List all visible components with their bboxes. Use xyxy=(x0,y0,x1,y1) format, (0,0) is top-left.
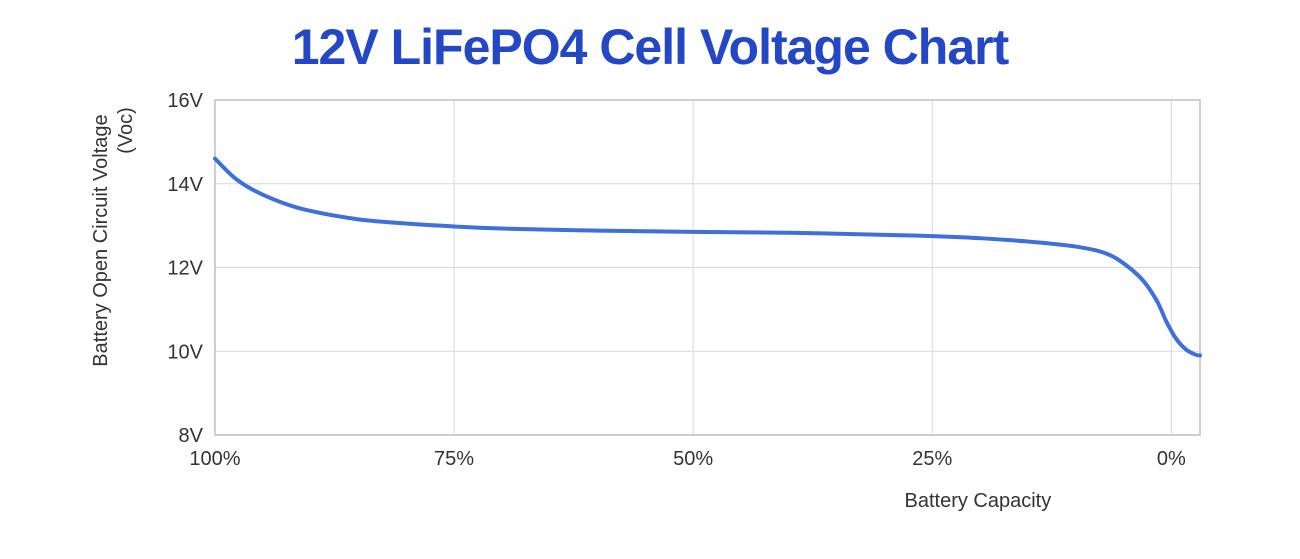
y-tick-label: 12V xyxy=(167,258,203,280)
x-axis-label: Battery Capacity xyxy=(905,490,1052,513)
x-tick-label: 75% xyxy=(434,448,474,470)
x-tick-label: 0% xyxy=(1157,448,1186,470)
y-tick-label: 8V xyxy=(179,425,204,447)
page: 12V LiFePO4 Cell Voltage Chart Battery O… xyxy=(0,0,1300,559)
chart-container: Battery Open Circuit Voltage (Voc) 16V14… xyxy=(110,90,1230,530)
y-tick-label: 10V xyxy=(167,341,203,363)
chart-title: 12V LiFePO4 Cell Voltage Chart xyxy=(0,18,1300,76)
x-tick-label: 50% xyxy=(673,448,713,470)
y-tick-label: 14V xyxy=(167,174,203,196)
y-tick-label: 16V xyxy=(167,90,203,112)
x-tick-label: 25% xyxy=(912,448,952,470)
chart-svg: 16V 14V 12V 10V 8V100% 75% 50% 25% 0% xyxy=(110,90,1230,495)
x-tick-label: 100% xyxy=(189,448,240,470)
